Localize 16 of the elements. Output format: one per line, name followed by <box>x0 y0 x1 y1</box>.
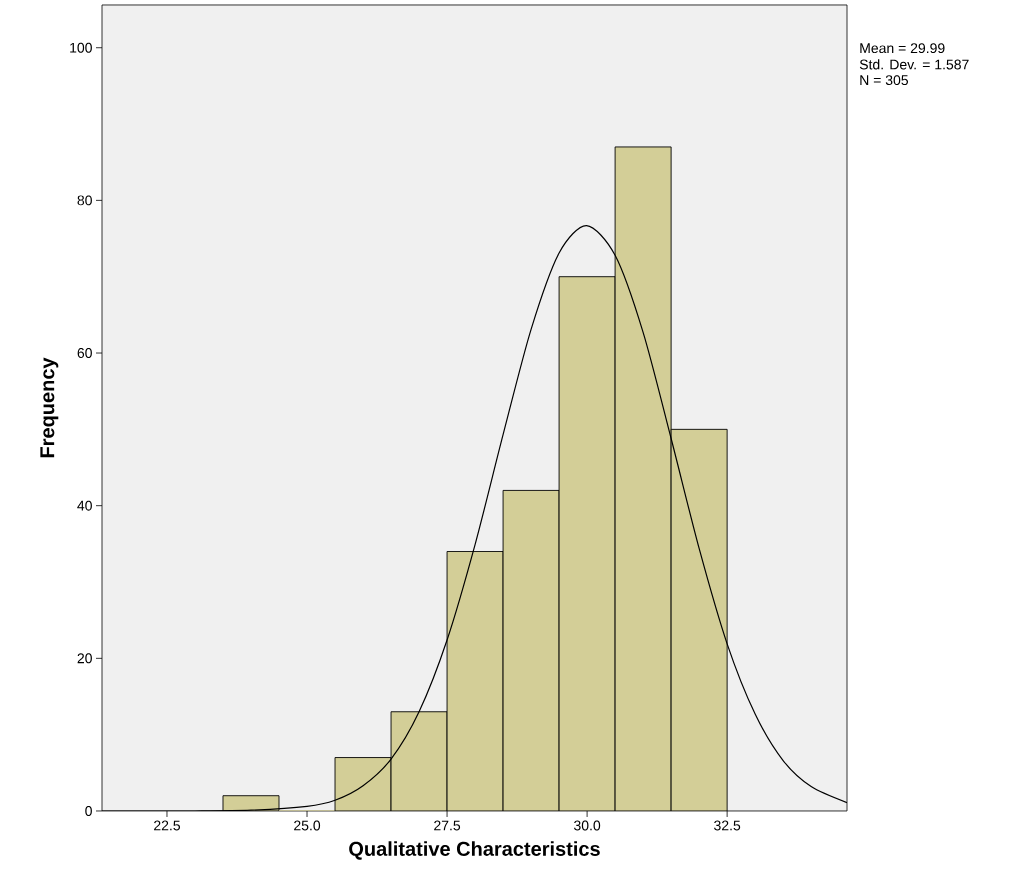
x-axis-title: Qualitative Characteristics <box>349 841 600 860</box>
text: N = 305 <box>860 75 909 86</box>
y-tick-label: 20 <box>77 653 92 664</box>
x-tick-label: 30.0 <box>574 820 601 831</box>
y-tick-label: 0 <box>85 806 92 816</box>
x-tick-label: 32.5 <box>714 820 741 831</box>
y-axis-title: Frequency <box>40 357 59 458</box>
text: Mean = 29.99 <box>860 43 945 54</box>
x-tick-label: 27.5 <box>434 820 461 831</box>
x-tick-label: 22.5 <box>154 820 181 831</box>
y-tick-label: 80 <box>77 195 92 206</box>
x-tick-label: 25.0 <box>294 820 321 831</box>
y-tick-label: 60 <box>77 348 92 358</box>
text: Std. Dev. = 1.587 <box>859 59 969 70</box>
y-tick-label: 100 <box>70 42 92 53</box>
y-tick-label: 40 <box>77 500 92 511</box>
